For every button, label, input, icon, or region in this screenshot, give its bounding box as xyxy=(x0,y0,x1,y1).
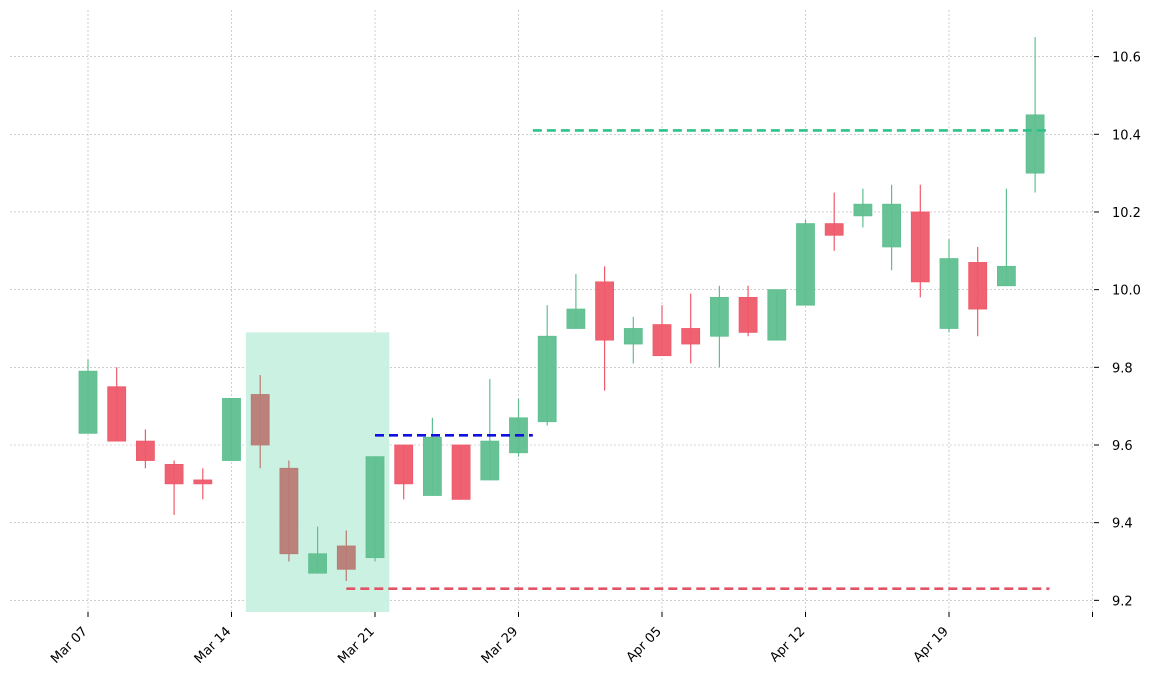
candle-body xyxy=(767,289,787,341)
y-tick-label: 9.2 xyxy=(1112,594,1133,609)
candle-body xyxy=(566,308,586,329)
candle-body xyxy=(222,397,241,461)
x-tick-label: Apr 19 xyxy=(911,624,952,665)
candle-body xyxy=(78,370,98,434)
x-tick-label: Apr 05 xyxy=(624,624,665,665)
candle-body xyxy=(738,297,758,333)
candle-body xyxy=(365,456,385,559)
candle-body xyxy=(135,440,155,461)
x-tick-label: Apr 12 xyxy=(767,624,808,665)
candle-body xyxy=(882,203,901,248)
y-tick-label: 10.6 xyxy=(1112,51,1141,66)
candle-body xyxy=(480,440,500,481)
x-tick-label: Mar 29 xyxy=(479,624,522,667)
reference-lines xyxy=(346,129,1050,590)
axes: Mar 07 Mar 14 Mar 21 Mar 29 Apr 05 Apr 12 Apr … xyxy=(48,51,1141,667)
candle-body xyxy=(681,328,701,345)
candle-body xyxy=(394,444,414,485)
candle-body xyxy=(422,436,442,496)
candle-body xyxy=(968,262,988,310)
candle-body xyxy=(853,203,873,217)
candle-body xyxy=(193,479,213,485)
candle-body xyxy=(710,297,729,337)
candle-body xyxy=(595,281,614,341)
y-tick-label: 10.2 xyxy=(1112,206,1141,221)
candle-body xyxy=(164,464,184,485)
candle-body xyxy=(279,467,299,555)
candle-body xyxy=(939,258,959,329)
candle-body xyxy=(451,444,471,500)
candle-body xyxy=(796,223,815,306)
grid xyxy=(10,10,1094,612)
y-tick-label: 9.8 xyxy=(1112,361,1133,376)
y-tick-label: 9.6 xyxy=(1112,439,1133,454)
candle-body xyxy=(997,265,1016,287)
y-tick-label: 10.0 xyxy=(1112,284,1141,299)
candles xyxy=(78,37,1045,581)
candle-body xyxy=(910,211,930,283)
candle-body xyxy=(250,394,270,446)
candle-body xyxy=(107,386,127,442)
x-tick-label: Mar 14 xyxy=(192,624,235,667)
candle-body xyxy=(336,545,356,570)
y-tick-label: 10.4 xyxy=(1112,128,1141,143)
candle-body xyxy=(623,328,643,345)
candle-body xyxy=(824,223,844,236)
candle-body xyxy=(537,335,557,423)
y-tick-label: 9.4 xyxy=(1112,517,1133,532)
candle-body xyxy=(308,553,328,574)
x-tick-label: Mar 21 xyxy=(335,624,378,667)
x-tick-label: Mar 07 xyxy=(48,624,91,667)
candle-body xyxy=(652,324,672,357)
candle-body xyxy=(1025,114,1045,174)
